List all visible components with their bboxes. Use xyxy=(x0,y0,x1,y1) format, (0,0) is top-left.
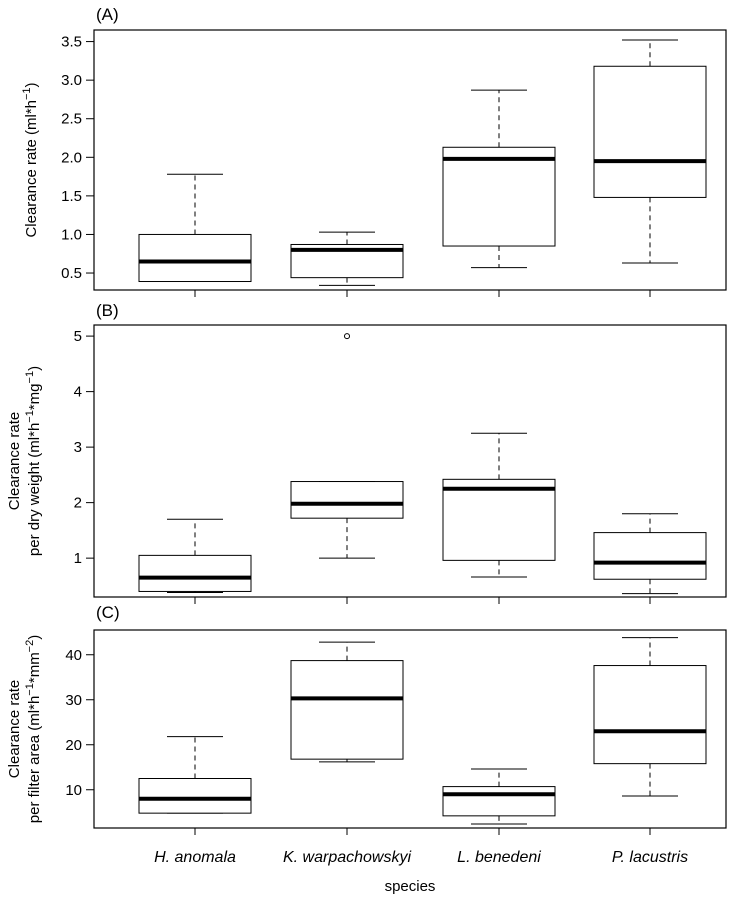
y-axis-label: Clearance rate (ml*h−1) xyxy=(21,82,40,237)
y-axis-label-sup: −2 xyxy=(24,640,36,653)
x-tick-label: K. warpachowskyi xyxy=(283,849,411,866)
panel-label: (C) xyxy=(96,603,120,622)
box-p-lacustris xyxy=(593,39,707,264)
y-tick-label: 1.0 xyxy=(61,226,82,243)
y-axis-label-line1: Clearance rate xyxy=(6,680,23,778)
panel-3: (C) 10 20 30 40 Clearance rate per filter area… xyxy=(6,603,727,835)
box-iqr xyxy=(593,65,707,198)
y-axis-label-run: ) xyxy=(26,366,43,371)
box-p-lacustris xyxy=(593,637,707,797)
box-h-anomala xyxy=(138,173,252,283)
y-tick-label: 3.0 xyxy=(61,72,82,89)
x-tick-label: L. benedeni xyxy=(457,849,541,866)
y-axis-label-run: Clearance rate (ml*h xyxy=(23,100,40,238)
y-tick-label: 4 xyxy=(74,384,82,401)
box-iqr xyxy=(593,665,707,765)
y-axis-label-line2: per dry weight (ml*h−1*mg−1) xyxy=(24,366,43,556)
y-axis-label-run: per filter area (ml*h xyxy=(26,696,43,824)
y-axis-label-run: *mg xyxy=(26,383,43,410)
box-l-benedeni xyxy=(442,768,556,825)
plot-frame xyxy=(93,324,727,598)
box-h-anomala xyxy=(138,736,252,814)
y-tick-label: 3 xyxy=(74,439,82,456)
y-axis-label-sup: −1 xyxy=(24,371,36,384)
y-tick-label: 0.5 xyxy=(61,265,82,282)
box-iqr xyxy=(138,554,252,592)
y-axis-label-text: Clearance rate (ml*h−1) xyxy=(21,82,40,237)
y-axis-label-line2: per filter area (ml*h−1*mm−2) xyxy=(24,635,43,823)
box-iqr xyxy=(138,778,252,814)
y-axis-label-sup: −1 xyxy=(24,410,36,423)
y-axis-label: Clearance rate per dry weight (ml*h−1*mg−… xyxy=(6,366,43,556)
y-axis-label: Clearance rate per filter area (ml*h−1*mm… xyxy=(6,635,43,823)
y-tick-label: 2.0 xyxy=(61,149,82,166)
box-k-warpachowskyi xyxy=(290,333,404,559)
y-axis-label-run: ) xyxy=(23,82,40,87)
panel-2: (B) 1 2 3 4 5 Clearance rate per dry weight (ml… xyxy=(6,301,727,604)
box-iqr xyxy=(290,660,404,760)
panel-1: (A) 0.5 1.0 1.5 2.0 2.5 3.0 3.5 Clearance rate (… xyxy=(21,5,727,297)
y-tick-label: 20 xyxy=(65,737,82,754)
box-p-lacustris xyxy=(593,513,707,595)
box-iqr xyxy=(442,478,556,561)
box-h-anomala xyxy=(138,518,252,594)
box-iqr xyxy=(593,532,707,580)
x-tick-label: H. anomala xyxy=(154,849,236,866)
y-tick-label: 3.5 xyxy=(61,34,82,51)
y-tick-label: 2.5 xyxy=(61,111,82,128)
box-k-warpachowskyi xyxy=(290,641,404,763)
box-l-benedeni xyxy=(442,89,556,269)
y-tick-label: 10 xyxy=(65,782,82,799)
y-axis-label-run: *mm xyxy=(26,652,43,683)
panel-label: (B) xyxy=(96,301,119,320)
y-axis-label-line1: Clearance rate xyxy=(6,412,23,510)
y-axis-label-sup: −1 xyxy=(24,683,36,696)
box-iqr xyxy=(290,481,404,519)
box-iqr xyxy=(442,786,556,817)
y-tick-label: 2 xyxy=(74,495,82,512)
y-tick-label: 5 xyxy=(74,328,82,345)
outlier-point xyxy=(344,333,350,340)
y-tick-label: 1.5 xyxy=(61,188,82,205)
x-axis-label: species xyxy=(385,878,436,895)
y-tick-label: 30 xyxy=(65,692,82,709)
y-axis-label-sup: −1 xyxy=(21,87,33,100)
box-l-benedeni xyxy=(442,432,556,578)
box-k-warpachowskyi xyxy=(290,231,404,286)
box-iqr xyxy=(138,233,252,283)
plot-frame xyxy=(93,29,727,291)
y-tick-label: 40 xyxy=(65,647,82,664)
y-tick-label: 1 xyxy=(74,550,82,567)
box-iqr xyxy=(442,146,556,247)
plot-frame xyxy=(93,629,727,829)
panel-label: (A) xyxy=(96,5,119,24)
y-axis-label-run: per dry weight (ml*h xyxy=(26,423,43,556)
y-axis-label-run: ) xyxy=(26,635,43,640)
x-tick-label: P. lacustris xyxy=(612,849,688,866)
